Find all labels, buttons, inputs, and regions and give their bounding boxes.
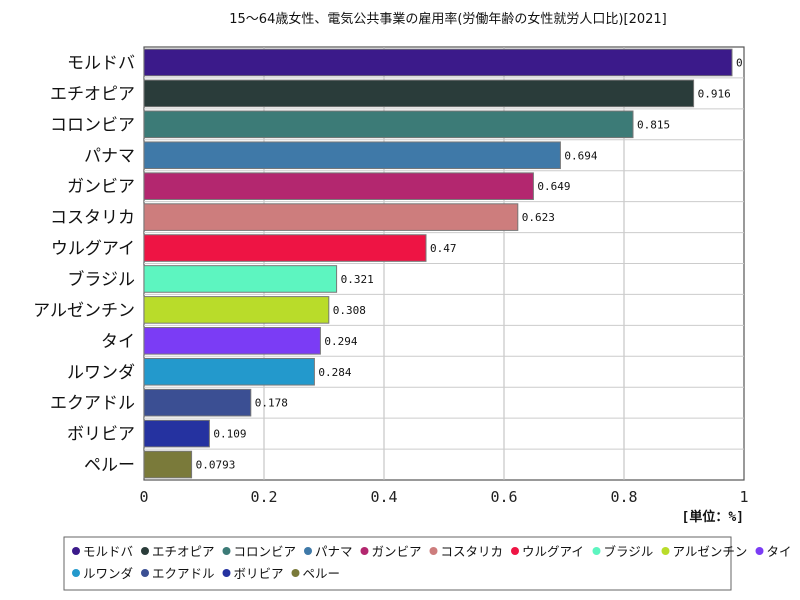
- category-label: コスタリカ: [50, 208, 135, 228]
- legend-marker: [360, 547, 369, 555]
- x-tick-label: 0: [139, 488, 148, 506]
- category-label: パナマ: [84, 146, 135, 166]
- legend-marker: [141, 569, 150, 577]
- category-label: アルゼンチン: [33, 301, 135, 321]
- bar-1: [143, 48, 733, 77]
- legend-marker: [72, 547, 80, 555]
- legend-marker: [141, 547, 150, 555]
- category-label: ペルー: [84, 456, 135, 476]
- plot-area: 0 0.2 0.4 0.6 0.8 1 モルドバ 0 エチオピア 0.916 コロンビア 0.815 パ…: [33, 46, 749, 506]
- legend-label: モルドバ: [83, 544, 133, 559]
- legend-label: コロンビア: [234, 544, 297, 559]
- legend-marker: [429, 547, 438, 555]
- category-label: コロンビア: [50, 115, 135, 135]
- bar-2: [143, 79, 695, 108]
- legend-marker: [755, 547, 764, 555]
- bar-9: [143, 296, 330, 324]
- bar-14: [143, 450, 193, 479]
- legend-marker: [222, 547, 231, 555]
- value-label: 0.109: [213, 428, 246, 441]
- bar-8: [143, 265, 338, 293]
- value-label: 0.694: [564, 149, 597, 162]
- legend-marker: [304, 547, 313, 555]
- category-label: ルワンダ: [67, 363, 135, 383]
- value-label: 0.815: [637, 118, 670, 131]
- bar-6: [143, 203, 519, 231]
- bar-13: [143, 419, 210, 448]
- bar-11: [143, 357, 315, 386]
- category-label: エクアドル: [50, 394, 135, 414]
- category-label: エチオピア: [50, 84, 135, 104]
- value-label: 0.308: [333, 304, 366, 317]
- legend-marker: [511, 547, 520, 555]
- value-label: 0.294: [324, 335, 357, 348]
- legend-label: エチオピア: [152, 544, 215, 559]
- chart-title: 15～64歳女性、電気公共事業の雇用率(労働年齢の女性就労人口比)[2021]: [229, 11, 666, 27]
- legend-label: エクアドル: [152, 566, 215, 581]
- value-label: 0.178: [255, 397, 288, 410]
- bar-7: [143, 234, 427, 262]
- value-label: 0.47: [430, 242, 457, 255]
- legend-marker: [72, 569, 80, 577]
- legend-frame: [63, 536, 732, 591]
- category-label: ブラジル: [67, 269, 135, 290]
- category-label: タイ: [101, 332, 135, 352]
- value-label: 0.321: [341, 273, 374, 286]
- legend-label: ガンビア: [372, 544, 422, 559]
- legend-label: アルゼンチン: [673, 544, 748, 559]
- value-label: 0.649: [537, 180, 570, 193]
- value-label: 0.916: [698, 87, 731, 100]
- legend-marker: [222, 569, 231, 577]
- x-tick-label: 0.8: [610, 488, 637, 506]
- x-tick-label: 1: [739, 488, 748, 506]
- legend-label: ペルー: [303, 566, 341, 581]
- bar-5: [143, 172, 534, 200]
- category-label: ウルグアイ: [51, 239, 135, 259]
- x-tick-label: 0.6: [490, 488, 517, 506]
- legend-label: タイ: [767, 544, 792, 559]
- x-tick-label: 0.2: [250, 488, 277, 506]
- category-label: モルドバ: [67, 53, 135, 73]
- bar-12: [143, 388, 252, 417]
- unit-label: [単位：%]: [682, 509, 744, 525]
- bar-4: [143, 141, 561, 170]
- legend-label: ウルグアイ: [522, 544, 584, 559]
- category-label: ボリビア: [67, 425, 135, 445]
- legend-label: ルワンダ: [83, 566, 133, 581]
- value-label: 0.284: [318, 366, 351, 379]
- legend-label: ブラジル: [604, 544, 654, 559]
- bar-10: [143, 327, 321, 355]
- category-label: ガンビア: [67, 177, 135, 197]
- legend: モルドバ エチオピア コロンビア パナマ ガンビア コスタリカ ウルグアイ ブラジル アルゼンチ…: [63, 536, 792, 591]
- legend-marker: [661, 547, 670, 555]
- bar-3: [143, 110, 634, 139]
- legend-label: ボリビア: [234, 566, 284, 581]
- legend-marker: [291, 569, 300, 577]
- legend-marker: [592, 547, 601, 555]
- value-label: 0.0793: [196, 459, 236, 472]
- legend-label: コスタリカ: [441, 544, 504, 559]
- value-label: 0.623: [522, 211, 555, 224]
- x-tick-label: 0.4: [370, 488, 397, 506]
- legend-label: パナマ: [315, 544, 353, 559]
- value-label: 0: [736, 56, 743, 69]
